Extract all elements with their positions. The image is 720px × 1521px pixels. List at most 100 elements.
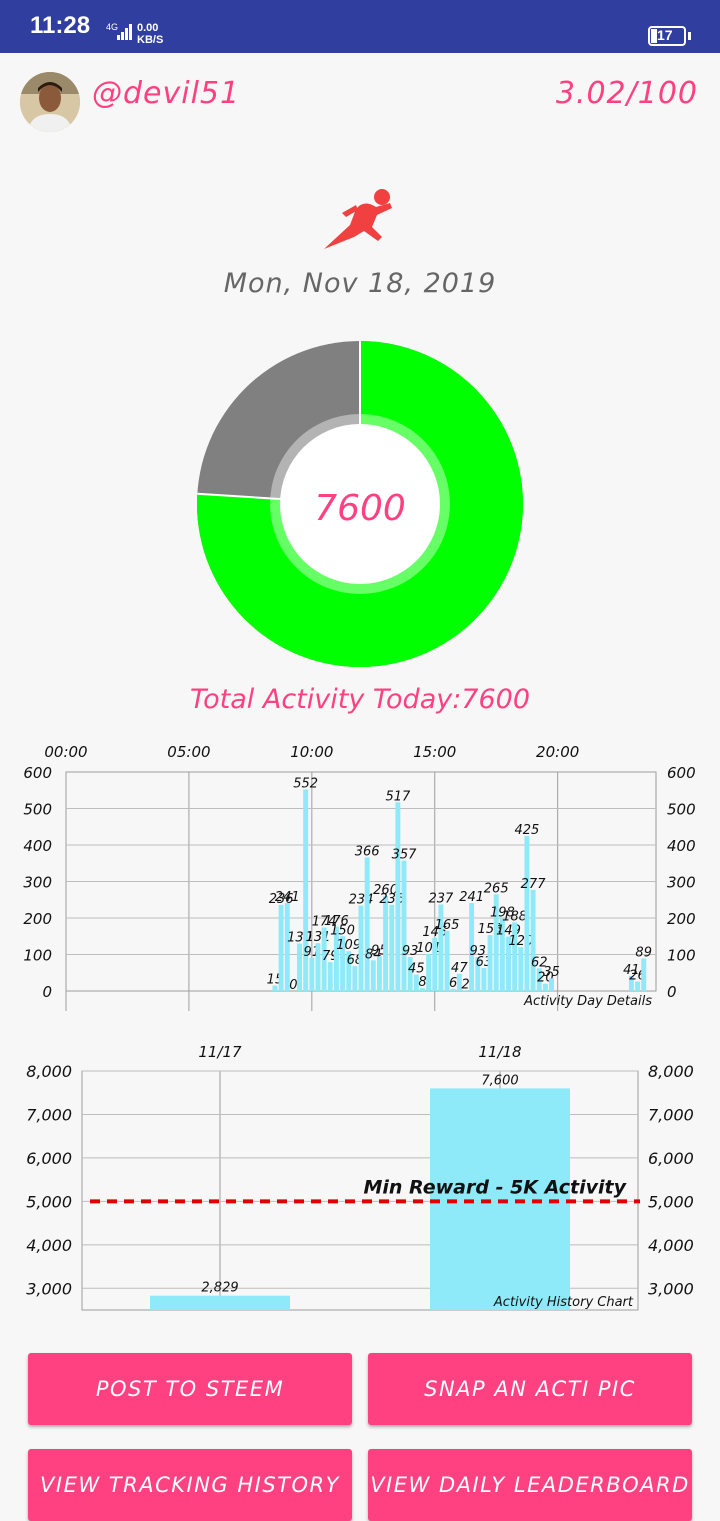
bar bbox=[438, 904, 444, 991]
bar-value-label: 7,600 bbox=[481, 1073, 518, 1088]
y-tick-label-right: 200 bbox=[667, 910, 696, 928]
bar-value-label: 188 bbox=[502, 909, 527, 924]
y-tick-label-left: 500 bbox=[23, 801, 52, 819]
bar-value-label: 89 bbox=[635, 946, 652, 961]
bar-value-label: 366 bbox=[355, 844, 380, 859]
bar bbox=[430, 1088, 570, 1310]
y-tick-label-left: 600 bbox=[23, 764, 52, 782]
y-tick-label-right: 3,000 bbox=[648, 1279, 694, 1298]
bar-value-label: 198 bbox=[490, 906, 515, 921]
y-tick-label-left: 100 bbox=[23, 947, 52, 965]
bar bbox=[315, 943, 321, 991]
bar-value-label: 241 bbox=[459, 890, 484, 905]
bar bbox=[333, 926, 339, 991]
x-tick-label: 11/18 bbox=[478, 1043, 521, 1061]
bar bbox=[420, 988, 425, 991]
bar-value-label: 552 bbox=[293, 777, 318, 792]
signal-icon bbox=[117, 24, 132, 40]
battery-icon: 17 bbox=[648, 26, 686, 46]
donut-center-value: 7600 bbox=[314, 488, 406, 529]
y-tick-label-right: 0 bbox=[667, 983, 677, 1001]
bar bbox=[309, 957, 315, 991]
x-tick-label: 11/17 bbox=[198, 1043, 242, 1061]
snap-acti-pic-button[interactable]: SNAP AN ACTI PIC bbox=[368, 1353, 692, 1425]
bar bbox=[463, 990, 468, 991]
bar bbox=[469, 903, 475, 991]
status-bar: 11:28 4G 0.00 KB/S 17 bbox=[0, 0, 720, 53]
bar bbox=[284, 903, 290, 991]
bar bbox=[401, 860, 407, 991]
y-tick-label-right: 6,000 bbox=[648, 1149, 694, 1168]
post-to-steem-button[interactable]: POST TO STEEM bbox=[28, 1353, 352, 1425]
bar bbox=[512, 922, 518, 991]
net-speed-unit: KB/S bbox=[137, 34, 164, 46]
battery-level: 17 bbox=[657, 27, 673, 43]
y-tick-label-left: 200 bbox=[23, 910, 52, 928]
activity-history-chart: 11/17 11/18 8,000 8,000 7,000 7,000 6,000 6,000… bbox=[26, 1043, 694, 1311]
bar-value-label: 2,829 bbox=[201, 1281, 238, 1296]
y-tick-label-right: 7,000 bbox=[648, 1105, 694, 1124]
bar bbox=[444, 930, 450, 991]
threshold-label: Min Reward - 5K Activity bbox=[364, 1176, 628, 1198]
bar-value-label: 260 bbox=[373, 883, 398, 898]
bar bbox=[370, 960, 376, 991]
bar bbox=[549, 978, 554, 991]
avatar[interactable] bbox=[20, 72, 80, 132]
network-type: 4G bbox=[106, 22, 119, 32]
bar-value-label: 93 bbox=[469, 944, 486, 959]
bar-value-label: 45 bbox=[408, 962, 425, 977]
bar bbox=[432, 938, 438, 991]
bar-value-label: 93 bbox=[402, 944, 419, 959]
bar-value-label: 277 bbox=[521, 877, 547, 892]
bar-value-label: 425 bbox=[515, 823, 540, 838]
y-tick-label-left: 4,000 bbox=[26, 1236, 72, 1255]
bar bbox=[278, 904, 284, 991]
bar bbox=[358, 905, 364, 991]
bar bbox=[327, 962, 333, 991]
bar-value-label: 131 bbox=[306, 930, 331, 945]
bar bbox=[481, 968, 487, 991]
bar-value-label: 176 bbox=[324, 914, 349, 929]
bar-value-label: 41 bbox=[623, 963, 640, 978]
bar-value-label: 2 bbox=[461, 977, 469, 992]
bar bbox=[493, 894, 499, 991]
bar bbox=[635, 981, 641, 991]
y-tick-label-right: 300 bbox=[667, 874, 696, 892]
bar bbox=[352, 966, 358, 991]
bar bbox=[364, 857, 370, 991]
x-tick-label: 15:00 bbox=[413, 743, 456, 761]
bar-value-label: 236 bbox=[379, 892, 404, 907]
bar bbox=[475, 957, 481, 991]
x-tick-label: 20:00 bbox=[536, 743, 579, 761]
bar bbox=[628, 976, 634, 991]
bar-value-label: 234 bbox=[349, 893, 374, 908]
y-tick-label-right: 5,000 bbox=[648, 1192, 694, 1211]
y-tick-label-left: 400 bbox=[23, 837, 52, 855]
bar bbox=[426, 954, 432, 991]
bar bbox=[456, 973, 462, 991]
bar-value-label: 109 bbox=[336, 938, 361, 953]
y-tick-label-left: 6,000 bbox=[26, 1149, 72, 1168]
bar bbox=[407, 957, 413, 991]
bar bbox=[297, 943, 302, 991]
total-activity-label: Total Activity Today:7600 bbox=[189, 684, 531, 715]
bar-value-label: 120 bbox=[508, 934, 533, 949]
bar bbox=[499, 918, 505, 991]
bar-value-label: 241 bbox=[275, 890, 300, 905]
bar-value-label: 174 bbox=[312, 914, 337, 929]
view-daily-leaderboard-button[interactable]: VIEW DAILY LEADERBOARD bbox=[368, 1449, 692, 1521]
bar bbox=[150, 1295, 290, 1310]
y-tick-label-right: 400 bbox=[667, 837, 696, 855]
view-tracking-history-button[interactable]: VIEW TRACKING HISTORY bbox=[28, 1449, 352, 1521]
bar bbox=[376, 956, 382, 991]
bar bbox=[450, 988, 456, 991]
bar-value-label: 237 bbox=[428, 891, 454, 906]
bar-value-label: 150 bbox=[330, 923, 355, 938]
bar-value-label: 0 bbox=[289, 978, 297, 993]
y-tick-label-left: 3,000 bbox=[26, 1279, 72, 1298]
bar-value-label: 101 bbox=[416, 941, 441, 956]
y-tick-label-left: 300 bbox=[23, 874, 52, 892]
bar bbox=[340, 936, 346, 991]
y-tick-label-left: 0 bbox=[42, 983, 52, 1001]
y-tick-label-right: 600 bbox=[667, 764, 696, 782]
